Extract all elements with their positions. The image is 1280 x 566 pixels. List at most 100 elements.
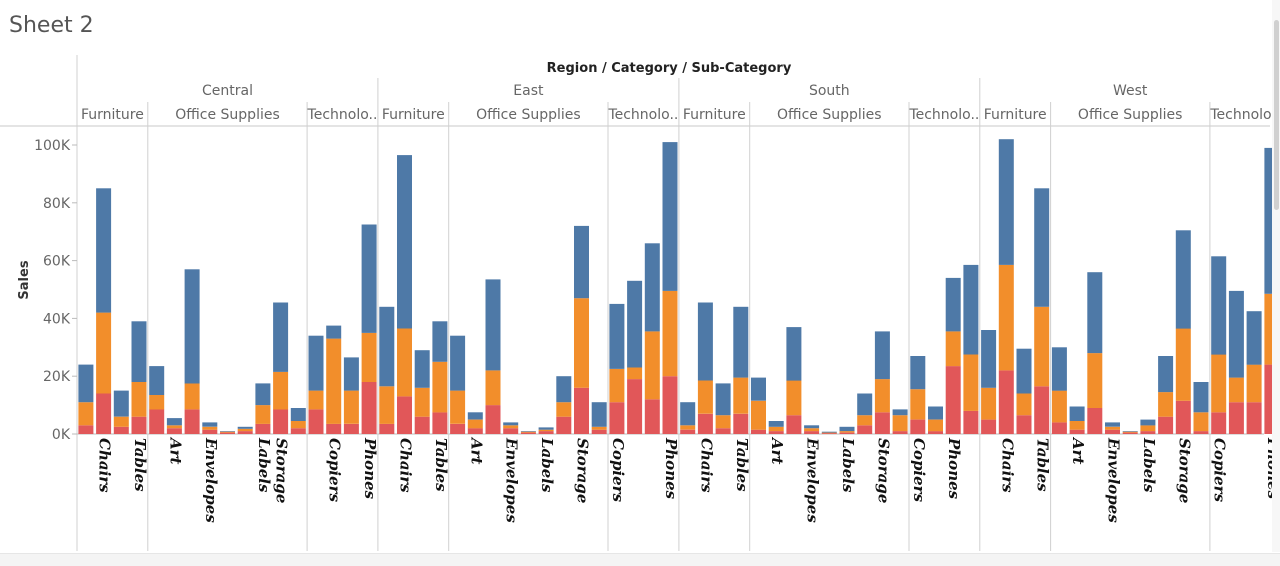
bar-segment [220,431,235,433]
sub-category-label: Storage [273,438,291,503]
category-header: Office Supplies [777,107,882,123]
bar-segment [627,379,643,434]
sub-category-label: Art [166,436,184,465]
region-header: West [1113,83,1148,99]
bar-segment [644,331,660,400]
y-axis-label: Sales [17,260,32,299]
y-tick-label: 60K [43,254,71,270]
bar-segment [290,421,306,429]
bar-segment [432,412,448,434]
bar-segment [503,422,519,426]
bar-segment [1051,347,1067,391]
bar-segment [78,364,94,403]
sub-category-label: Storage [874,438,892,503]
sub-category-label: Labels [839,437,857,493]
bar-segment [184,269,200,384]
sub-category-label: Tables [733,438,751,492]
bar-segment [149,395,165,410]
sub-category-label: Labels [538,437,556,493]
bar-segment [768,426,784,432]
scrollbar-thumb[interactable] [1274,20,1279,210]
bar-segment [574,225,589,299]
bar-segment [166,418,182,426]
bar-segment [414,387,430,417]
sub-category-label: Envelopes [804,437,822,523]
bar-segment [556,402,572,417]
bar-segment [326,423,342,434]
bar-segment [379,423,395,434]
bar-segment [78,402,94,426]
bar-segment [892,431,908,434]
bar-segment [981,330,997,388]
bar-segment [255,423,271,434]
bar-segment [1140,425,1156,432]
bar-segment [627,280,643,368]
bar-segment [874,331,890,380]
bar-segment [1193,412,1209,432]
bar-segment [450,335,466,391]
bar-segment [733,413,749,434]
bar-segment [821,433,837,434]
bar-segment [644,399,660,434]
bar-segment [538,427,554,430]
bar-segment [255,405,271,424]
bar-segment [1051,390,1067,423]
bar-segment [874,412,890,434]
bar-segment [237,428,253,432]
bar-segment [1087,272,1103,354]
sub-category-label: Storage [1175,438,1193,503]
region-header: South [809,83,850,99]
bar-segment [343,390,359,424]
bar-segment [1016,393,1032,416]
bar-segment [1175,230,1191,329]
bar-segment [1193,431,1209,434]
bar-segment [786,327,802,381]
bar-segment [1228,377,1244,403]
bar-segment [149,409,165,434]
bar-segment [892,409,908,416]
bar-segment [1069,421,1085,430]
bar-segment [1016,415,1032,434]
bar-segment [520,431,536,433]
category-header: Technolo.. [908,107,979,123]
sub-category-label: Phones [361,437,379,500]
bar-segment [981,387,997,420]
bar-segment [857,393,873,416]
bar-segment [220,432,235,434]
region-category-subcategory-header: Region / Category / Sub-Category [547,61,792,76]
bar-segment [131,416,147,434]
category-header: Office Supplies [175,107,280,123]
bar-segment [892,415,908,432]
bar-segment [1158,416,1174,434]
bar-segment [166,425,182,429]
bar-segment [1087,408,1103,434]
bar-segment [290,408,306,421]
bar-segment [574,387,589,434]
category-header: Furniture [683,107,746,123]
bar-segment [609,369,625,403]
sub-category-label: Chairs [96,438,114,493]
bar-segment [857,425,873,434]
bar-segment [591,402,607,427]
bar-segment [627,367,643,380]
bar-segment [379,386,395,424]
bar-segment [574,298,589,388]
y-tick-label: 80K [43,196,71,212]
sub-category-label: Art [1069,436,1087,465]
bar-segment [1069,429,1085,434]
bar-segment [715,383,731,416]
bar-segment [96,312,112,394]
bar-segment [308,335,324,391]
bar-segment [397,328,412,397]
bar-segment [467,412,483,420]
vertical-scrollbar[interactable] [1272,0,1280,552]
bar-segment [1122,431,1138,433]
sub-category-label: Envelopes [202,437,220,523]
sub-category-label: Chairs [998,438,1016,493]
bar-segment [874,379,890,413]
bar-segment [680,402,696,426]
category-header: Furniture [382,107,445,123]
bar-segment [998,139,1014,265]
region-header: East [513,83,544,99]
bar-segment [609,402,625,434]
